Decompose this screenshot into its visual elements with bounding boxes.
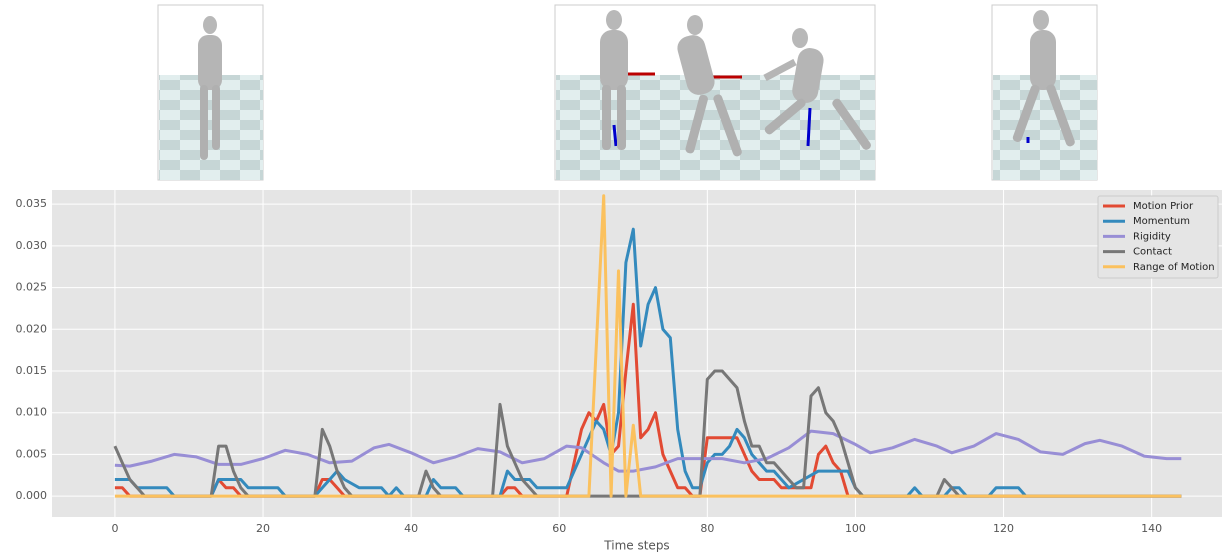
- y-tick-label: 0.005: [16, 447, 48, 460]
- render-panel: [158, 5, 263, 180]
- x-tick-label: 60: [552, 522, 566, 535]
- y-tick-label: 0.025: [16, 281, 48, 294]
- render-panel: [992, 5, 1097, 180]
- y-tick-label: 0.000: [16, 489, 48, 502]
- x-tick-label: 80: [700, 522, 714, 535]
- x-tick-label: 20: [256, 522, 270, 535]
- legend-label: Momentum: [1133, 216, 1190, 227]
- x-tick-label: 120: [993, 522, 1014, 535]
- y-tick-label: 0.015: [16, 364, 48, 377]
- y-tick-label: 0.020: [16, 322, 48, 335]
- legend-label: Contact: [1133, 247, 1172, 258]
- figure: Time steps 0.000 0.005 0.010 0.015 0.020 0.02…: [0, 0, 1225, 557]
- y-tick-label: 0.010: [16, 406, 48, 419]
- x-tick-label: 40: [404, 522, 418, 535]
- x-tick-label: 100: [845, 522, 866, 535]
- legend-label: Motion Prior: [1133, 201, 1194, 212]
- render-panel: [555, 5, 875, 180]
- legend-label: Range of Motion: [1133, 262, 1215, 273]
- y-tick-label: 0.030: [16, 239, 48, 252]
- x-axis-label: Time steps: [603, 539, 669, 553]
- legend-label: Rigidity: [1133, 231, 1171, 242]
- x-tick-label: 0: [111, 522, 118, 535]
- y-tick-label: 0.035: [16, 197, 48, 210]
- x-tick-label: 140: [1141, 522, 1162, 535]
- chart: Time steps 0.000 0.005 0.010 0.015 0.020 0.02…: [16, 190, 1223, 553]
- page: Time steps 0.000 0.005 0.010 0.015 0.020 0.02…: [0, 0, 1225, 557]
